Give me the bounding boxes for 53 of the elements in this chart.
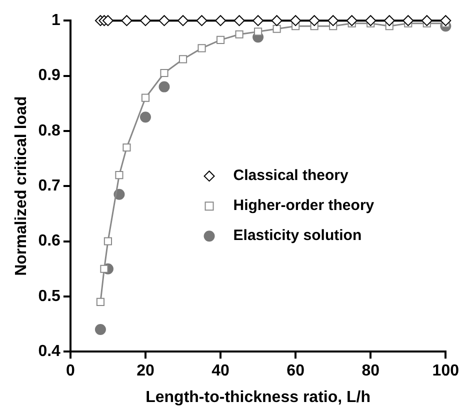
- x-tick-label: 40: [212, 362, 230, 380]
- point: [122, 143, 131, 152]
- point: [272, 24, 281, 33]
- point: [94, 324, 106, 336]
- point: [121, 15, 132, 26]
- y-tick-label: 0.5: [38, 288, 61, 305]
- y-axis-title: Normalized critical load: [13, 96, 30, 276]
- point: [346, 15, 358, 26]
- point: [158, 15, 170, 26]
- point: [140, 112, 151, 123]
- y-tick-label: 0.8: [38, 122, 61, 140]
- point: [308, 15, 320, 26]
- point: [198, 44, 206, 52]
- legend-label: Higher-order theory: [233, 197, 375, 214]
- point: [178, 15, 189, 26]
- point: [290, 15, 302, 26]
- point: [158, 81, 170, 92]
- point: [215, 15, 226, 26]
- point: [160, 68, 168, 78]
- x-tick-label: 0: [66, 362, 75, 380]
- x-tick-label: 60: [286, 362, 305, 380]
- x-tick-label: 80: [362, 362, 380, 380]
- point: [178, 55, 188, 64]
- point: [96, 298, 104, 306]
- point: [234, 15, 245, 26]
- point: [140, 15, 151, 26]
- point: [141, 94, 150, 102]
- y-tick-label: 1: [52, 12, 61, 30]
- point: [252, 15, 264, 26]
- x-tick-label: 20: [136, 362, 154, 380]
- point: [384, 15, 395, 26]
- point: [271, 15, 282, 26]
- y-tick-label: 0.4: [38, 343, 61, 360]
- point: [421, 15, 432, 26]
- y-tick-label: 0.6: [38, 232, 61, 250]
- point: [440, 15, 452, 26]
- point: [102, 15, 114, 26]
- point: [402, 15, 414, 26]
- y-tick-label: 0.7: [38, 178, 61, 195]
- point: [328, 15, 339, 26]
- x-axis-title: Length-to-thickness ratio, L/h: [146, 388, 370, 406]
- point: [254, 28, 262, 36]
- point: [235, 30, 244, 38]
- legend-label: Elasticity solution: [233, 227, 362, 244]
- x-tick-label: 100: [432, 362, 460, 380]
- y-tick-label: 0.9: [38, 67, 61, 84]
- point: [104, 237, 112, 246]
- point: [196, 15, 208, 26]
- point: [216, 36, 225, 44]
- point: [115, 171, 124, 180]
- point: [100, 264, 108, 273]
- point: [365, 15, 376, 26]
- legend-label: Classical theory: [233, 167, 349, 184]
